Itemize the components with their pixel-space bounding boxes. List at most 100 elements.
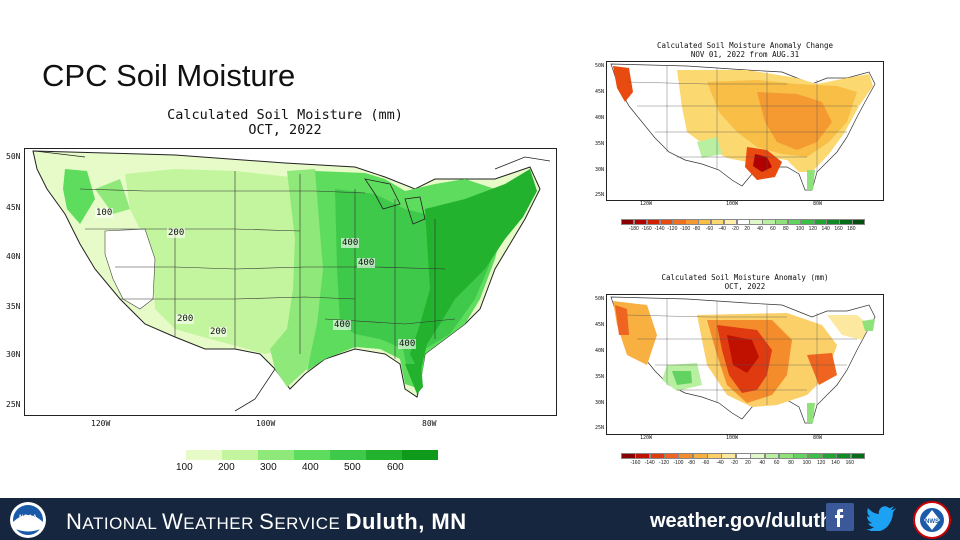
anomaly-legend-label: 60: [773, 460, 780, 466]
contour-label: 200: [176, 314, 195, 324]
main-lat-label: 35N: [6, 302, 21, 311]
anomaly-legend-swatch: [678, 453, 694, 459]
change-legend-label: -60: [705, 226, 714, 232]
change-legend-label: -20: [731, 226, 739, 232]
change-legend-label: -40: [718, 226, 726, 232]
main-lon-label: 120W: [91, 419, 111, 428]
contour-label: 100: [95, 208, 114, 218]
change-legend-label: -140: [654, 226, 665, 232]
main-legend-swatch: [366, 450, 402, 460]
agency-word: EATHER: [183, 514, 260, 533]
change-legend-label: -120: [667, 226, 678, 232]
anomaly-legend-label: -40: [716, 460, 724, 466]
anomaly-legend-label: -20: [730, 460, 739, 466]
anomaly-change-map-graphic: [610, 63, 876, 191]
anomaly-legend-label: -80: [687, 460, 695, 466]
soil-moisture-map: [24, 148, 557, 416]
change-legend-swatch: [621, 219, 635, 225]
main-legend-label: 400: [302, 462, 319, 473]
anomaly-legend-swatch: [707, 453, 722, 459]
change-legend-swatch: [685, 219, 699, 225]
agency-initial: W: [161, 509, 184, 534]
anomaly-legend-label: 20: [745, 460, 751, 466]
agency-word: ERVICE: [274, 514, 346, 533]
anomaly-legend-swatch: [764, 453, 780, 459]
anomaly-legend-swatch: [750, 453, 766, 459]
soil-moisture-map-graphic: [32, 150, 551, 412]
anomaly-legend-label: 120: [816, 460, 826, 466]
change-lat-label: 50N: [595, 63, 605, 69]
change-legend-label: 180: [847, 226, 856, 232]
anomaly-legend-label: 100: [802, 460, 811, 466]
nws-logo-text: NWS: [925, 519, 939, 525]
main-lat-label: 50N: [6, 152, 21, 161]
anomaly-legend-label: -100: [673, 460, 684, 466]
facebook-icon[interactable]: [826, 503, 854, 531]
change-lon-label: 120W: [640, 201, 653, 207]
anomaly-legend-swatch: [649, 453, 665, 459]
main-lon-label: 80W: [422, 419, 437, 428]
main-lat-label: 25N: [6, 400, 21, 409]
anomaly-change-map: [606, 61, 884, 201]
change-lon-label: 80W: [813, 201, 823, 207]
change-legend-label: 100: [795, 226, 805, 232]
main-legend-label: 100: [176, 462, 193, 473]
contour-label: 200: [167, 228, 186, 238]
anomaly-legend-label: 140: [831, 460, 840, 466]
change-legend-label: 120: [808, 226, 817, 232]
change-legend-swatch: [826, 219, 840, 225]
anomaly-legend-swatch: [735, 453, 751, 459]
change-legend-label: 140: [821, 226, 830, 232]
change-legend-swatch: [762, 219, 776, 225]
main-legend-swatch: [186, 450, 222, 460]
change-legend-label: -160: [641, 226, 652, 232]
anomaly-legend-label: 80: [788, 460, 794, 466]
website-link[interactable]: weather.gov/duluth: [650, 510, 833, 532]
anomaly-map-title-line1: Calculated Soil Moisture Anomaly (mm): [661, 273, 829, 282]
main-legend-label: 500: [344, 462, 361, 473]
main-lon-label: 100W: [256, 419, 276, 428]
anomaly-legend-swatch: [836, 453, 852, 459]
contour-label: 400: [398, 339, 417, 349]
twitter-icon[interactable]: [866, 503, 898, 532]
anomaly-legend-swatch: [807, 453, 823, 459]
main-legend-swatch: [330, 450, 366, 460]
anomaly-lat-label: 45N: [595, 322, 605, 328]
agency-initial: N: [66, 509, 83, 534]
change-legend-swatch: [710, 219, 725, 225]
change-legend-swatch: [646, 219, 660, 225]
main-lat-label: 40N: [6, 252, 21, 261]
change-map-title-line2: NOV 01, 2022 from AUG.31: [690, 50, 800, 59]
anomaly-map-title-line2: OCT, 2022: [724, 282, 766, 291]
anomaly-legend-swatch: [821, 453, 837, 459]
main-map-title: Calculated Soil Moisture (mm) OCT, 2022: [130, 108, 440, 138]
change-lat-label: 25N: [595, 192, 605, 198]
anomaly-lat-label: 35N: [595, 374, 605, 380]
change-legend-swatch: [672, 219, 686, 225]
anomaly-map: [606, 294, 884, 435]
anomaly-legend-swatch: [692, 453, 708, 459]
change-lon-label: 100W: [726, 201, 739, 207]
change-legend-swatch: [775, 219, 789, 225]
anomaly-map-graphic: [610, 296, 876, 424]
change-legend-label: 60: [770, 226, 776, 232]
anomaly-legend-label: 40: [759, 460, 766, 466]
main-legend-label: 300: [260, 462, 277, 473]
change-map-title: Calculated Soil Moisture Anomaly Change …: [600, 41, 890, 59]
change-legend-swatch: [723, 219, 738, 225]
anomaly-legend-swatch: [635, 453, 651, 459]
change-lat-label: 35N: [595, 141, 605, 147]
agency-initial: S: [259, 509, 275, 534]
main-lat-label: 30N: [6, 350, 21, 359]
change-legend-label: 20: [744, 226, 750, 232]
anomaly-lat-label: 50N: [595, 296, 605, 302]
main-legend-label: 200: [218, 462, 235, 473]
change-legend-label: 40: [757, 226, 763, 232]
main-map-title-line2: OCT, 2022: [248, 122, 322, 138]
agency-word: ATIONAL: [82, 514, 162, 533]
anomaly-map-title: Calculated Soil Moisture Anomaly (mm) OC…: [600, 273, 890, 291]
main-legend-swatch: [222, 450, 258, 460]
anomaly-legend-swatch: [621, 453, 636, 459]
main-legend-swatch: [258, 450, 294, 460]
main-legend-swatch: [402, 450, 438, 460]
